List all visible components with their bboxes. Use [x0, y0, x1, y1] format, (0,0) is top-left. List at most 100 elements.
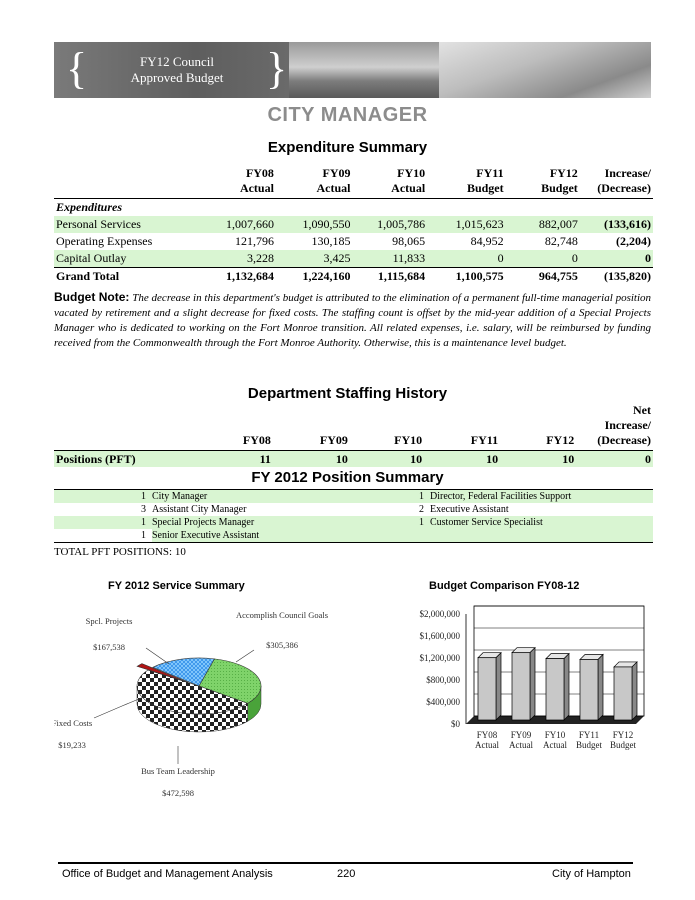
cell: 3,425	[323, 251, 351, 265]
grand-total-label: Grand Total	[56, 269, 120, 283]
cell: 1,005,786	[377, 217, 426, 231]
header-spacer	[54, 403, 220, 451]
bar-side	[563, 652, 570, 721]
cell: 1,015,623	[455, 217, 504, 231]
pie-slice-spcl-projects	[152, 657, 215, 687]
cell: 10	[562, 451, 575, 466]
page-title: CITY MANAGER	[267, 104, 428, 126]
col-header-net-change: Net Increase/(Decrease)	[597, 403, 651, 447]
grand-total-row: Grand Total 1,132,684 1,224,160 1,115,68…	[54, 268, 653, 286]
col-header-fy08: FY08 Actual	[239, 166, 274, 195]
bar	[511, 652, 531, 721]
cell: (2,204)	[616, 234, 651, 248]
x-tick-label: Actual	[543, 740, 567, 750]
position-summary-table: 1 City Manager 1 Director, Federal Facil…	[54, 489, 653, 543]
position-count: 1	[141, 517, 146, 528]
table-row: Operating Expenses 121,796 130,185 98,06…	[54, 233, 653, 250]
cell: (135,820)	[604, 269, 651, 283]
col-header-change: Increase/(Decrease)	[597, 166, 651, 195]
staffing-header-row: FY08 FY09 FY10 FY11 FY12 Net Increase/(De…	[54, 403, 653, 451]
table-row: Capital Outlay 3,228 3,425 11,833 0 0 0	[54, 250, 653, 268]
expenditure-table: FY08 Actual FY09 Actual FY10 Actual FY11 Bud…	[54, 166, 653, 285]
position-count	[414, 529, 430, 543]
expenditure-summary-title: Expenditure Summary	[267, 139, 428, 156]
position-count: 2	[419, 504, 424, 515]
x-tick-label: Actual	[475, 740, 499, 750]
cell: 130,185	[311, 234, 351, 248]
pie-slices	[136, 657, 262, 733]
col-header: FY11	[470, 433, 499, 447]
banner-brace-close: }	[266, 44, 288, 93]
budget-note-text: The decrease in this department's budget…	[54, 292, 652, 349]
pie-label-council-goals-value: $305,386	[266, 640, 298, 650]
position-title: Assistant City Manager	[152, 504, 247, 515]
position-title: Special Projects Manager	[152, 517, 255, 528]
pie-label-fixed-costs-name: Fixed Costs	[54, 718, 92, 728]
footer-divider	[58, 862, 633, 864]
cell: 11,833	[392, 251, 426, 265]
x-tick-label: Actual	[509, 740, 533, 750]
expenditure-header-row: FY08 Actual FY09 Actual FY10 Actual FY11 Bud…	[54, 166, 653, 199]
row-label: Operating Expenses	[56, 234, 153, 248]
position-count: 1	[419, 491, 424, 502]
y-tick-label: $0	[451, 719, 461, 729]
pie-slice-leadership	[136, 669, 249, 715]
cell: 121,796	[234, 234, 274, 248]
pie-label-leadership-value: $472,598	[162, 788, 194, 798]
col-header: FY08	[242, 433, 271, 447]
x-tick-label: FY10	[545, 730, 566, 740]
col-header-fy09: FY09 Actual	[316, 166, 351, 195]
banner-brace-open: {	[66, 44, 88, 93]
bar	[545, 658, 565, 721]
col-header-fy12: FY12 Budget	[541, 166, 578, 195]
cell: 1,100,575	[455, 269, 504, 283]
position-title: Customer Service Specialist	[430, 517, 543, 528]
cell: 10	[335, 451, 348, 466]
bar	[613, 666, 633, 721]
bar	[579, 659, 599, 721]
bar-chart: $2,000,000 $1,600,000 $1,200,000 $800,000 $4…	[420, 605, 645, 750]
budget-note-label: Budget Note:	[54, 290, 130, 304]
cell: 0	[571, 251, 578, 265]
budget-note: Budget Note: The decrease in this depart…	[54, 290, 651, 351]
cell: 1,224,160	[302, 269, 351, 283]
banner-harbor-photo	[289, 42, 439, 98]
bar-chart-bars	[477, 646, 638, 721]
y-tick-label: $1,600,000	[420, 631, 461, 641]
header-banner: { } FY12 Council Approved Budget	[54, 42, 651, 98]
banner-title-line2: Approved Budget	[130, 70, 224, 85]
expenditures-section-row: Expenditures	[54, 199, 653, 217]
y-tick-label: $1,200,000	[420, 653, 461, 663]
cell: 10	[410, 451, 423, 466]
row-label: Capital Outlay	[56, 251, 127, 265]
expenditures-section-label: Expenditures	[56, 200, 123, 214]
staffing-history-title: Department Staffing History	[247, 385, 448, 402]
cell: 1,090,550	[302, 217, 351, 231]
cell: 1,132,684	[225, 269, 274, 283]
x-tick-label: FY09	[511, 730, 532, 740]
bar-side	[631, 661, 638, 721]
position-count: 1	[141, 491, 146, 502]
position-count: 1	[141, 530, 146, 541]
cell: 1,115,684	[377, 269, 426, 283]
bar-side	[597, 653, 604, 721]
position-count: 3	[141, 504, 146, 515]
x-tick-label: Budget	[610, 740, 636, 750]
banner-title-line1: FY12 Council	[139, 54, 215, 69]
col-header: FY12	[546, 433, 575, 447]
cell: 0	[497, 251, 504, 265]
cell: 1,007,660	[225, 217, 274, 231]
cell: 84,952	[470, 234, 504, 248]
bar-side	[529, 646, 536, 721]
footer-office: Office of Budget and Management Analysis	[62, 868, 273, 880]
bar	[477, 657, 497, 721]
total-pft-positions: TOTAL PFT POSITIONS: 10	[54, 546, 186, 558]
pie-chart: Spcl. Projects $167,538 Accomplish Counc…	[54, 610, 328, 798]
staffing-table: FY08 FY09 FY10 FY11 FY12 Net Increase/(De…	[54, 403, 653, 467]
bar-side	[495, 651, 502, 721]
banner-writing-photo	[439, 42, 651, 98]
position-title: Executive Assistant	[430, 504, 509, 515]
y-tick-label: $2,000,000	[420, 609, 461, 619]
y-tick-label: $800,000	[426, 675, 460, 685]
cell: 3,228	[246, 251, 274, 265]
